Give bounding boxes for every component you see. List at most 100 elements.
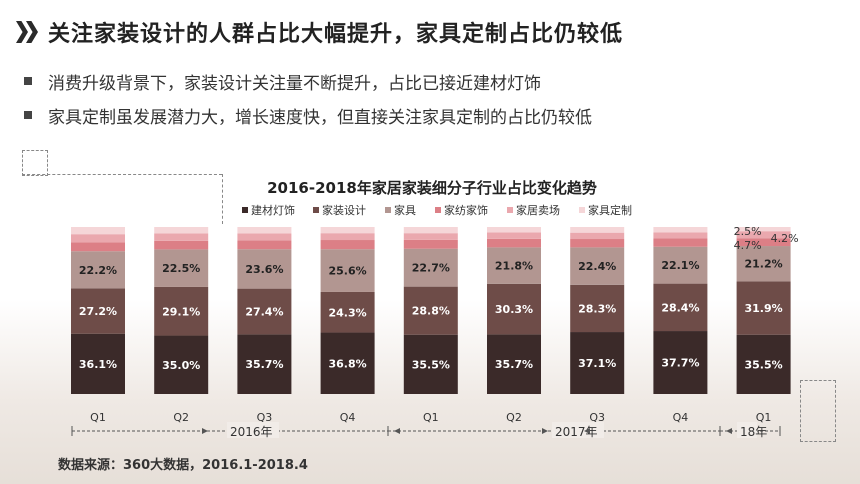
bar-segment	[487, 283, 541, 335]
bar-segment	[154, 335, 209, 394]
bar-segment	[154, 249, 209, 287]
bar-segment	[736, 238, 791, 247]
legend-swatch	[435, 207, 441, 213]
data-label: 36.8%	[329, 357, 367, 370]
bar-segment	[237, 227, 292, 234]
data-label: 37.1%	[578, 357, 616, 370]
bar-segment	[403, 227, 458, 234]
data-label: 4.2%	[771, 232, 799, 245]
legend-label: 家具	[394, 203, 416, 217]
data-label: 35.5%	[412, 358, 450, 371]
category-label: Q4	[673, 411, 689, 424]
category-label: Q3	[589, 411, 605, 424]
bar-segment	[487, 238, 541, 248]
arrow-left-icon	[394, 428, 400, 434]
bar-segment	[487, 227, 541, 233]
data-label: 22.5%	[162, 262, 200, 275]
bar-segment	[570, 239, 625, 248]
bar-segment	[736, 231, 791, 239]
data-label: 36.1%	[79, 358, 117, 371]
data-label: 21.2%	[745, 258, 783, 271]
legend-swatch	[507, 207, 513, 213]
data-label: 24.3%	[329, 306, 367, 319]
page-title: 关注家装设计的人群占比大幅提升，家具定制占比仍较低	[48, 22, 624, 47]
bar-segment	[71, 234, 125, 243]
data-source: 数据来源：360大数据，2016.1-2018.4	[58, 458, 308, 473]
data-label: 22.2%	[79, 264, 117, 277]
chart-title: 2016-2018年家居家装细分子行业占比变化趋势	[267, 179, 597, 197]
data-label: 4.7%	[734, 239, 762, 252]
bar-segment	[320, 233, 375, 241]
legend-label: 建材灯饰	[251, 203, 295, 217]
legend-label: 家纺家饰	[444, 203, 488, 217]
data-label: 28.4%	[661, 301, 699, 314]
decorative-line-left	[222, 174, 223, 224]
data-label: 35.7%	[495, 358, 533, 371]
bar-segment	[237, 334, 292, 394]
bullet-text: 消费升级背景下，家装设计关注量不断提升，占比已接近建材灯饰	[48, 73, 541, 94]
bar-segment	[320, 249, 375, 292]
bar-segment	[237, 288, 292, 335]
bar-segment	[570, 247, 625, 285]
data-label: 35.5%	[745, 358, 783, 371]
data-label: 2.5%	[734, 225, 762, 238]
bar-segment	[71, 227, 125, 235]
category-label: Q1	[756, 411, 772, 424]
arrow-right-icon	[202, 428, 208, 434]
bar-segment	[154, 286, 209, 336]
legend-swatch	[313, 207, 319, 213]
bullet-square-icon	[24, 111, 32, 119]
legend-label: 家装设计	[322, 203, 366, 217]
bar-segment	[487, 247, 541, 284]
data-label: 21.8%	[495, 260, 533, 273]
arrow-left-icon	[726, 428, 732, 434]
year-label: 2017年	[555, 425, 598, 439]
decorative-line-top	[22, 174, 222, 175]
bullet-text: 家具定制虽发展潜力大，增长速度快，但直接关注家具定制的占比仍较低	[48, 107, 592, 128]
bar-segment	[403, 239, 458, 249]
bar-segment	[736, 227, 791, 232]
data-label: 28.8%	[412, 305, 450, 318]
bar-segment	[71, 288, 125, 334]
data-label: 35.0%	[162, 359, 200, 372]
bar-segment	[320, 291, 375, 333]
data-label: 22.1%	[661, 259, 699, 272]
category-label: Q2	[506, 411, 522, 424]
category-label: Q1	[423, 411, 439, 424]
bar-segment	[653, 246, 708, 284]
bar-segment	[653, 227, 708, 233]
data-label: 28.3%	[578, 302, 616, 315]
legend-swatch	[385, 207, 391, 213]
bullet-square-icon	[24, 77, 32, 85]
bar-segment	[487, 232, 541, 239]
bar-segment	[237, 233, 292, 241]
data-label: 27.2%	[79, 305, 117, 318]
year-label-bg	[227, 422, 279, 438]
category-label: Q4	[340, 411, 356, 424]
bar-segment	[154, 227, 209, 234]
chart-legend: 建材灯饰 家装设计 家具 家纺家饰 家居卖场 家具定制	[242, 203, 632, 217]
data-label: 22.7%	[412, 262, 450, 275]
bar-segment	[570, 232, 625, 240]
bullet-list: 消费升级背景下，家装设计关注量不断提升，占比已接近建材灯饰 家具定制虽发展潜力大…	[24, 64, 592, 132]
bar-segment	[71, 333, 125, 394]
bar-segment	[320, 332, 375, 394]
category-label: Q3	[257, 411, 273, 424]
decorative-frame-top-left	[22, 150, 48, 176]
category-label: Q2	[173, 411, 189, 424]
bar-segment	[570, 227, 625, 233]
bar-segment	[71, 251, 125, 289]
bar-segment	[403, 233, 458, 240]
arrow-right-icon	[542, 428, 548, 434]
bar-segment	[487, 334, 541, 394]
bar-segment	[653, 238, 708, 247]
year-label-bg	[552, 422, 604, 438]
data-label: 27.4%	[245, 306, 283, 319]
bar-segment	[736, 281, 791, 335]
category-label: Q1	[90, 411, 106, 424]
data-label: 23.6%	[245, 263, 283, 276]
header: 关注家装设计的人群占比大幅提升，家具定制占比仍较低	[16, 14, 623, 50]
bar-segment	[653, 232, 708, 239]
arrow-left-icon	[584, 428, 590, 434]
